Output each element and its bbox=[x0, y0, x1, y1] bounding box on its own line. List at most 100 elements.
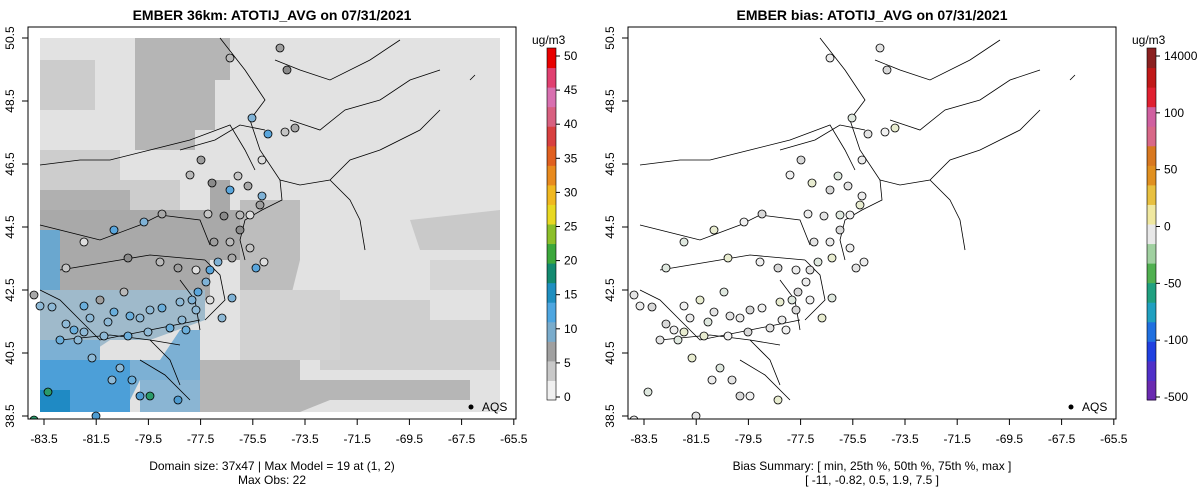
right-map-area bbox=[628, 27, 1116, 419]
colorbar-tick-label: 10 bbox=[564, 322, 578, 336]
bias-site-marker bbox=[882, 65, 892, 75]
x-tick-label: -77.5 bbox=[187, 432, 215, 446]
colorbar-segment bbox=[1147, 165, 1156, 186]
bias-panel: EMBER bias: ATOTIJ_AVG on 07/31/2021 bbox=[603, 7, 1198, 487]
bias-site-marker bbox=[890, 123, 900, 133]
bias-site-marker bbox=[707, 375, 717, 385]
observation-site-marker bbox=[87, 353, 97, 363]
observation-site-marker bbox=[219, 211, 229, 221]
aqs-legend-dot bbox=[1068, 404, 1074, 410]
colorbar-segment bbox=[547, 380, 556, 401]
observation-site-marker bbox=[79, 301, 89, 311]
observation-site-marker bbox=[69, 325, 79, 335]
bias-site-marker bbox=[685, 313, 695, 323]
y-tick-label: 42.5 bbox=[3, 278, 17, 302]
colorbar-tick-label: 35 bbox=[564, 151, 578, 165]
observation-site-marker bbox=[79, 327, 89, 337]
observation-site-marker bbox=[207, 178, 217, 188]
observation-site-marker bbox=[175, 297, 185, 307]
y-tick-label: 38.5 bbox=[603, 404, 617, 428]
bias-site-marker bbox=[679, 301, 689, 311]
observation-site-marker bbox=[191, 305, 201, 315]
bias-site-marker bbox=[813, 257, 823, 267]
observation-site-marker bbox=[257, 155, 267, 165]
bias-site-marker bbox=[847, 113, 857, 123]
bias-site-marker bbox=[661, 263, 671, 273]
bias-site-marker bbox=[785, 170, 795, 180]
x-tick-label: -83.5 bbox=[30, 432, 58, 446]
observation-site-marker bbox=[61, 319, 71, 329]
bias-site-marker bbox=[765, 323, 775, 333]
observation-site-marker bbox=[213, 257, 223, 267]
bias-site-marker bbox=[857, 155, 867, 165]
right-colorbar-unit: ug/m3 bbox=[1132, 33, 1166, 47]
observation-site-marker bbox=[255, 200, 265, 210]
x-tick-label: -79.5 bbox=[735, 432, 763, 446]
bias-site-marker bbox=[735, 313, 745, 323]
bias-site-marker bbox=[719, 287, 729, 297]
bias-site-marker bbox=[643, 387, 653, 397]
bias-site-marker bbox=[691, 411, 701, 419]
colorbar-segment bbox=[1147, 126, 1156, 147]
colorbar-tick-label: 0 bbox=[1164, 220, 1171, 234]
bias-site-marker bbox=[791, 265, 801, 275]
right-legend-label: AQS bbox=[1082, 400, 1107, 414]
right-caption-line1: Bias Summary: [ min, 25th %, 50th %, 75t… bbox=[733, 459, 1012, 473]
observation-site-marker bbox=[205, 265, 215, 275]
x-tick-label: -71.5 bbox=[944, 432, 972, 446]
colorbar-tick-label: 15 bbox=[564, 288, 578, 302]
model-grid-cells bbox=[40, 38, 500, 412]
bias-site-marker bbox=[629, 290, 639, 300]
bias-site-marker bbox=[655, 335, 665, 345]
observation-site-marker bbox=[73, 335, 83, 345]
aqs-legend-dot bbox=[468, 404, 474, 410]
bias-site-marker bbox=[809, 237, 819, 247]
colorbar-segment bbox=[547, 341, 556, 362]
observation-site-marker bbox=[290, 123, 300, 133]
bias-site-marker bbox=[709, 307, 719, 317]
x-tick-label: -65.5 bbox=[1100, 432, 1128, 446]
bias-site-marker bbox=[791, 305, 801, 315]
observation-site-marker bbox=[235, 210, 245, 220]
right-y-axis: 38.5 40.5 42.5 44.5 46.5 48.5 50.5 bbox=[603, 26, 628, 428]
bias-site-marker bbox=[863, 129, 873, 139]
bias-site-marker bbox=[679, 237, 689, 247]
colorbar-segment bbox=[1147, 87, 1156, 108]
y-tick-label: 48.5 bbox=[603, 89, 617, 113]
bias-site-marker bbox=[787, 295, 797, 305]
observation-site-marker bbox=[55, 335, 65, 345]
observation-site-marker bbox=[191, 265, 201, 275]
observation-site-marker bbox=[247, 113, 257, 123]
observation-site-marker bbox=[145, 391, 155, 401]
observation-site-marker bbox=[119, 287, 129, 297]
colorbar-segment bbox=[1147, 321, 1156, 342]
bias-site-marker bbox=[796, 155, 806, 165]
bias-site-marker bbox=[745, 305, 755, 315]
colorbar-segment bbox=[1147, 106, 1156, 127]
colorbar-tick-label: 25 bbox=[564, 220, 578, 234]
bias-site-marker bbox=[635, 301, 645, 311]
bias-site-marker bbox=[880, 127, 890, 137]
colorbar-tick-label: -50 bbox=[1164, 276, 1182, 290]
colorbar-tick-label: 50 bbox=[1164, 163, 1178, 177]
observation-site-marker bbox=[233, 171, 243, 181]
observation-site-marker bbox=[61, 263, 71, 273]
bias-site-marker bbox=[699, 331, 709, 341]
left-caption-line2: Max Obs: 22 bbox=[238, 473, 306, 487]
colorbar-tick-label: -100 bbox=[1164, 333, 1188, 347]
bias-site-marker bbox=[801, 277, 811, 287]
observation-site-marker bbox=[259, 257, 269, 267]
map-boundaries bbox=[639, 37, 1076, 401]
left-colorbar-unit: ug/m3 bbox=[532, 33, 566, 47]
bias-site-marker bbox=[845, 210, 855, 220]
colorbar-tick-label: 0 bbox=[564, 390, 571, 404]
colorbar-segment bbox=[1147, 184, 1156, 205]
y-tick-label: 46.5 bbox=[603, 152, 617, 176]
bias-site-marker bbox=[629, 415, 639, 419]
colorbar-segment bbox=[547, 67, 556, 88]
x-tick-label: -69.5 bbox=[996, 432, 1024, 446]
observation-site-marker bbox=[109, 225, 119, 235]
colorbar-segment bbox=[1147, 380, 1156, 401]
x-tick-label: -81.5 bbox=[83, 432, 111, 446]
